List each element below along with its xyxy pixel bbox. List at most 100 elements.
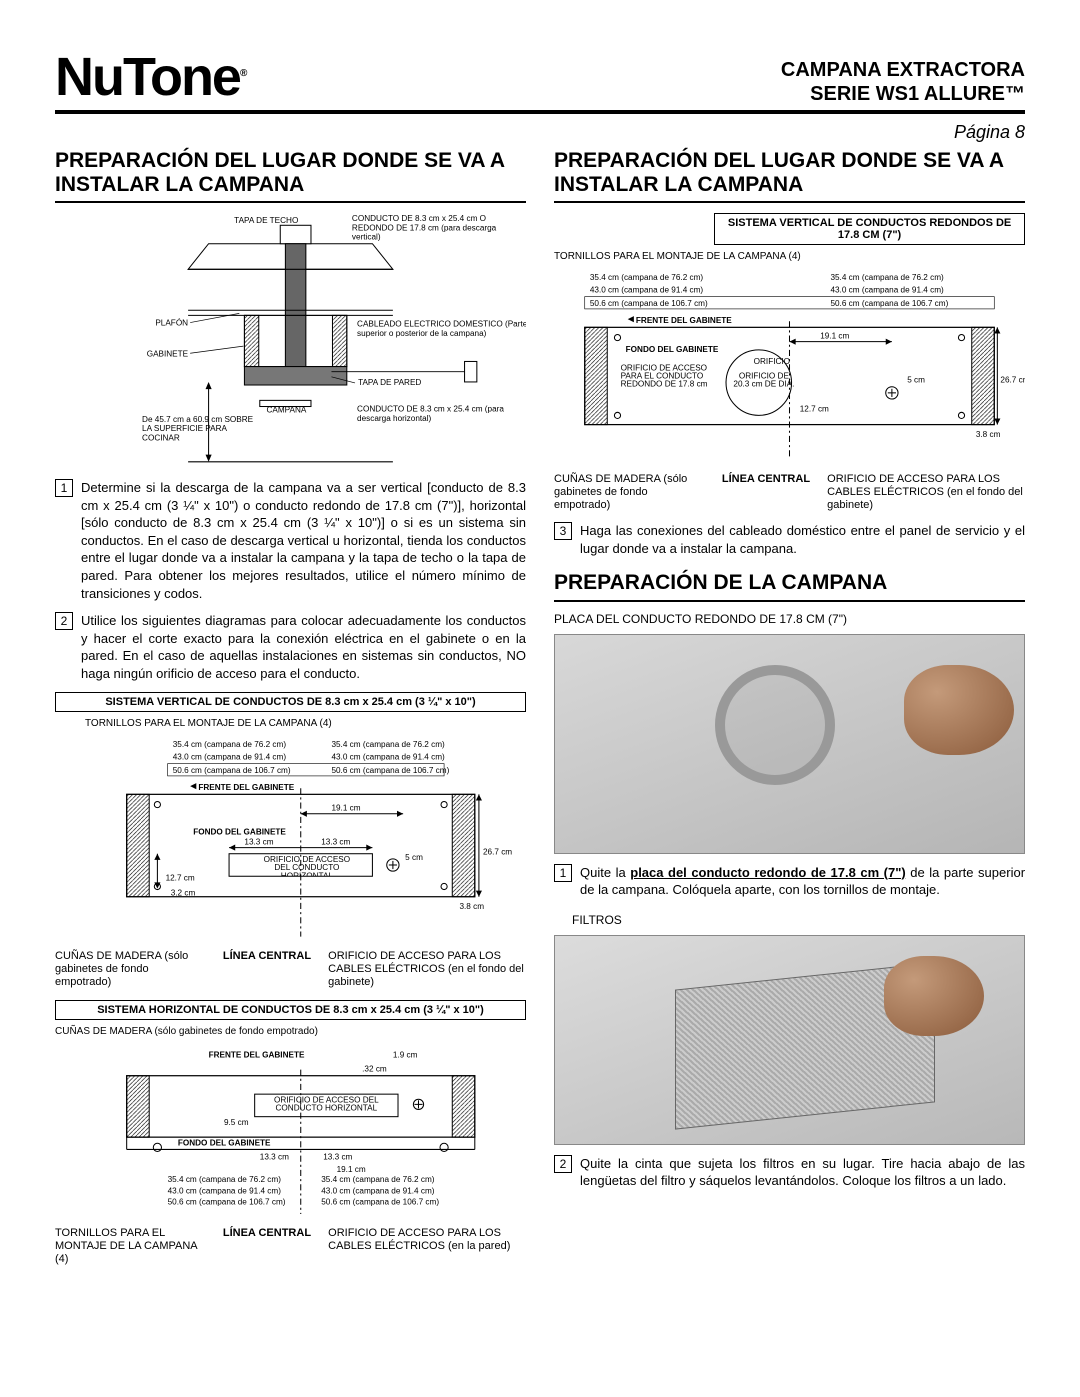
diagram-vert-rect: 35.4 cm (campana de 76.2 cm)35.4 cm (cam… (55, 737, 526, 942)
left-step-1: 1 Determine si la descarga de la campana… (55, 479, 526, 602)
svg-text:9.5 cm: 9.5 cm (224, 1117, 249, 1126)
lbl-conducto-h: CONDUCTO DE 8.3 cm x 25.4 cm (para desca… (357, 406, 526, 424)
lbl-orif-elec-pared: ORIFICIO DE ACCESO PARA LOS CABLES ELÉCT… (328, 1227, 526, 1267)
lbl-fondo: FONDO DEL GABINETE (193, 828, 286, 837)
svg-text:19.1 cm: 19.1 cm (331, 804, 360, 813)
lbl-tapa-pared: TAPA DE PARED (358, 378, 421, 387)
notes-round: CUÑAS DE MADERA (sólo gabinetes de fondo… (554, 473, 1025, 513)
svg-text:12.7 cm: 12.7 cm (166, 874, 195, 883)
brand-logo: NuTone® (55, 50, 245, 104)
diagram-horiz-rect: FRENTE DEL GABINETE 1.9 cm .32 cm ORIFIC… (55, 1045, 526, 1219)
photo-hand-screwdriver (904, 665, 1014, 755)
lbl-frente: FRENTE DEL GABINETE (198, 784, 294, 793)
prep-step-1: 1 Quite la placa del conducto redondo de… (554, 864, 1025, 899)
svg-text:35.4 cm (campana de 76.2 cm): 35.4 cm (campana de 76.2 cm) (168, 1175, 282, 1184)
svg-text:50.6 cm (campana de 106.7 cm): 50.6 cm (campana de 106.7 cm) (168, 1197, 286, 1206)
step-text-3: Haga las conexiones del cableado domésti… (580, 522, 1025, 557)
right-heading: PREPARACIÓN DEL LUGAR DONDE SE VA A INST… (554, 149, 1025, 203)
prep-step-2: 2 Quite la cinta que sujeta los filtros … (554, 1155, 1025, 1190)
lbl-conducto-v: CONDUCTO DE 8.3 cm x 25.4 cm O REDONDO D… (352, 215, 526, 242)
svg-text:5 cm: 5 cm (405, 853, 423, 862)
lbl-orif-elec: ORIFICIO DE ACCESO PARA LOS CABLES ELÉCT… (328, 950, 526, 990)
lbl-orif-elec-r: ORIFICIO DE ACCESO PARA LOS CABLES ELÉCT… (827, 473, 1025, 513)
product-line-2: SERIE WS1 ALLURE™ (781, 82, 1025, 106)
svg-text:43.0 cm (campana de 91.4 cm): 43.0 cm (campana de 91.4 cm) (173, 753, 287, 762)
lbl-tapa-techo: TAPA DE TECHO (234, 217, 298, 226)
svg-text:43.0 cm (campana de 91.4 cm): 43.0 cm (campana de 91.4 cm) (590, 286, 704, 295)
right-step-3: 3 Haga las conexiones del cableado domés… (554, 522, 1025, 557)
svg-text:50.6 cm (campana de 106.7 cm): 50.6 cm (campana de 106.7 cm) (830, 299, 948, 308)
prep-num-1: 1 (554, 864, 572, 882)
diagram-round: 35.4 cm (campana de 76.2 cm) 35.4 cm (cam… (554, 270, 1025, 465)
notes-vert: CUÑAS DE MADERA (sólo gabinetes de fondo… (55, 950, 526, 990)
lbl-cunas: CUÑAS DE MADERA (sólo gabinetes de fondo… (55, 950, 206, 990)
svg-text:26.7 cm: 26.7 cm (1000, 376, 1025, 385)
svg-text:3.8 cm: 3.8 cm (976, 430, 1001, 439)
step-number-2: 2 (55, 612, 73, 630)
svg-text:43.0 cm (campana de 91.4 cm): 43.0 cm (campana de 91.4 cm) (168, 1186, 282, 1195)
photo-hand-2 (884, 956, 984, 1036)
product-title: CAMPANA EXTRACTORA SERIE WS1 ALLURE™ (781, 58, 1025, 106)
svg-text:FRENTE DEL GABINETE: FRENTE DEL GABINETE (636, 317, 732, 326)
svg-text:35.4 cm (campana de 76.2 cm): 35.4 cm (campana de 76.2 cm) (321, 1175, 435, 1184)
photo-duct-hole (715, 665, 835, 785)
svg-text:1.9 cm: 1.9 cm (393, 1050, 418, 1059)
svg-text:5 cm: 5 cm (907, 376, 925, 385)
svg-text:43.0 cm (campana de 91.4 cm): 43.0 cm (campana de 91.4 cm) (331, 753, 445, 762)
filtros-label: FILTROS (572, 913, 1025, 927)
figure-cross-section: TAPA DE TECHO CONDUCTO DE 8.3 cm x 25.4 … (55, 213, 526, 469)
tornillos-label-1: TORNILLOS PARA EL MONTAJE DE LA CAMPANA … (85, 718, 526, 729)
svg-text:50.6 cm (campana de 106.7 cm): 50.6 cm (campana de 106.7 cm) (321, 1197, 439, 1206)
svg-text:ORIFICIO: ORIFICIO (754, 357, 790, 366)
left-step-2: 2 Utilice los siguientes diagramas para … (55, 612, 526, 682)
header-rule (55, 110, 1025, 114)
lbl-cableado: CABLEADO ELÉCTRICO DOMÉSTICO (Parte supe… (357, 321, 526, 339)
lbl-height: De 45.7 cm a 60.9 cm SOBRE LA SUPERFICIE… (142, 416, 255, 443)
svg-text:FRENTE DEL GABINETE: FRENTE DEL GABINETE (209, 1050, 305, 1059)
svg-text:3.8 cm: 3.8 cm (459, 902, 484, 911)
logo-text: NuTone (55, 47, 240, 107)
lbl-tornillos-b: TORNILLOS PARA EL MONTAJE DE LA CAMPANA … (55, 1227, 206, 1267)
lbl-linea-central-r: LÍNEA CENTRAL (722, 473, 810, 513)
svg-text:.32 cm: .32 cm (362, 1064, 387, 1073)
registered-mark: ® (240, 68, 245, 79)
svg-text:35.4 cm (campana de 76.2 cm): 35.4 cm (campana de 76.2 cm) (173, 741, 287, 750)
lbl-campana: CAMPANA (266, 406, 306, 415)
step-number-1: 1 (55, 479, 73, 497)
prep-text-2: Quite la cinta que sujeta los filtros en… (580, 1155, 1025, 1190)
svg-text:3.2 cm: 3.2 cm (171, 889, 196, 898)
step-number-3: 3 (554, 522, 572, 540)
prep-text-1: Quite la placa del conducto redondo de 1… (580, 864, 1025, 899)
lbl-linea-central-2: LÍNEA CENTRAL (223, 1227, 311, 1267)
prep-bold: placa del conducto redondo de 17.8 cm (7… (630, 865, 906, 880)
svg-text:43.0 cm (campana de 91.4 cm): 43.0 cm (campana de 91.4 cm) (321, 1186, 435, 1195)
svg-text:19.1 cm: 19.1 cm (337, 1165, 366, 1174)
right-column: PREPARACIÓN DEL LUGAR DONDE SE VA A INST… (554, 149, 1025, 1266)
page-header: NuTone® CAMPANA EXTRACTORA SERIE WS1 ALL… (55, 50, 1025, 106)
svg-text:13.3 cm: 13.3 cm (260, 1152, 289, 1161)
svg-text:13.3 cm: 13.3 cm (244, 838, 273, 847)
cunas-label-2: CUÑAS DE MADERA (sólo gabinetes de fondo… (55, 1026, 526, 1037)
lbl-cunas-r: CUÑAS DE MADERA (sólo gabinetes de fondo… (554, 473, 705, 513)
product-line-1: CAMPANA EXTRACTORA (781, 58, 1025, 82)
lbl-gabinete: GABINETE (147, 350, 189, 359)
left-column: PREPARACIÓN DEL LUGAR DONDE SE VA A INST… (55, 149, 526, 1266)
two-column-layout: PREPARACIÓN DEL LUGAR DONDE SE VA A INST… (55, 149, 1025, 1266)
step-text-2: Utilice los siguientes diagramas para co… (81, 612, 526, 682)
svg-text:26.7 cm: 26.7 cm (483, 848, 512, 857)
tornillos-label-r: TORNILLOS PARA EL MONTAJE DE LA CAMPANA … (554, 251, 1025, 262)
svg-text:35.4 cm (campana de 76.2 cm): 35.4 cm (campana de 76.2 cm) (830, 274, 944, 283)
step-text-1: Determine si la descarga de la campana v… (81, 479, 526, 602)
lbl-plafon: PLAFÓN (155, 318, 188, 328)
photo-filter-removal (554, 935, 1025, 1145)
svg-text:13.3 cm: 13.3 cm (321, 838, 350, 847)
prep-num-2: 2 (554, 1155, 572, 1173)
svg-text:35.4 cm (campana de 76.2 cm): 35.4 cm (campana de 76.2 cm) (590, 274, 704, 283)
photo-plate-removal (554, 634, 1025, 854)
box-vertical-rect: SISTEMA VERTICAL DE CONDUCTOS DE 8.3 cm … (55, 692, 526, 712)
svg-text:50.6 cm (campana de 106.7 cm): 50.6 cm (campana de 106.7 cm) (331, 766, 449, 775)
svg-text:19.1 cm: 19.1 cm (820, 332, 849, 341)
notes-horiz: TORNILLOS PARA EL MONTAJE DE LA CAMPANA … (55, 1227, 526, 1267)
svg-text:FONDO DEL GABINETE: FONDO DEL GABINETE (178, 1138, 271, 1147)
box-horizontal-rect: SISTEMA HORIZONTAL DE CONDUCTOS DE 8.3 c… (55, 1000, 526, 1020)
